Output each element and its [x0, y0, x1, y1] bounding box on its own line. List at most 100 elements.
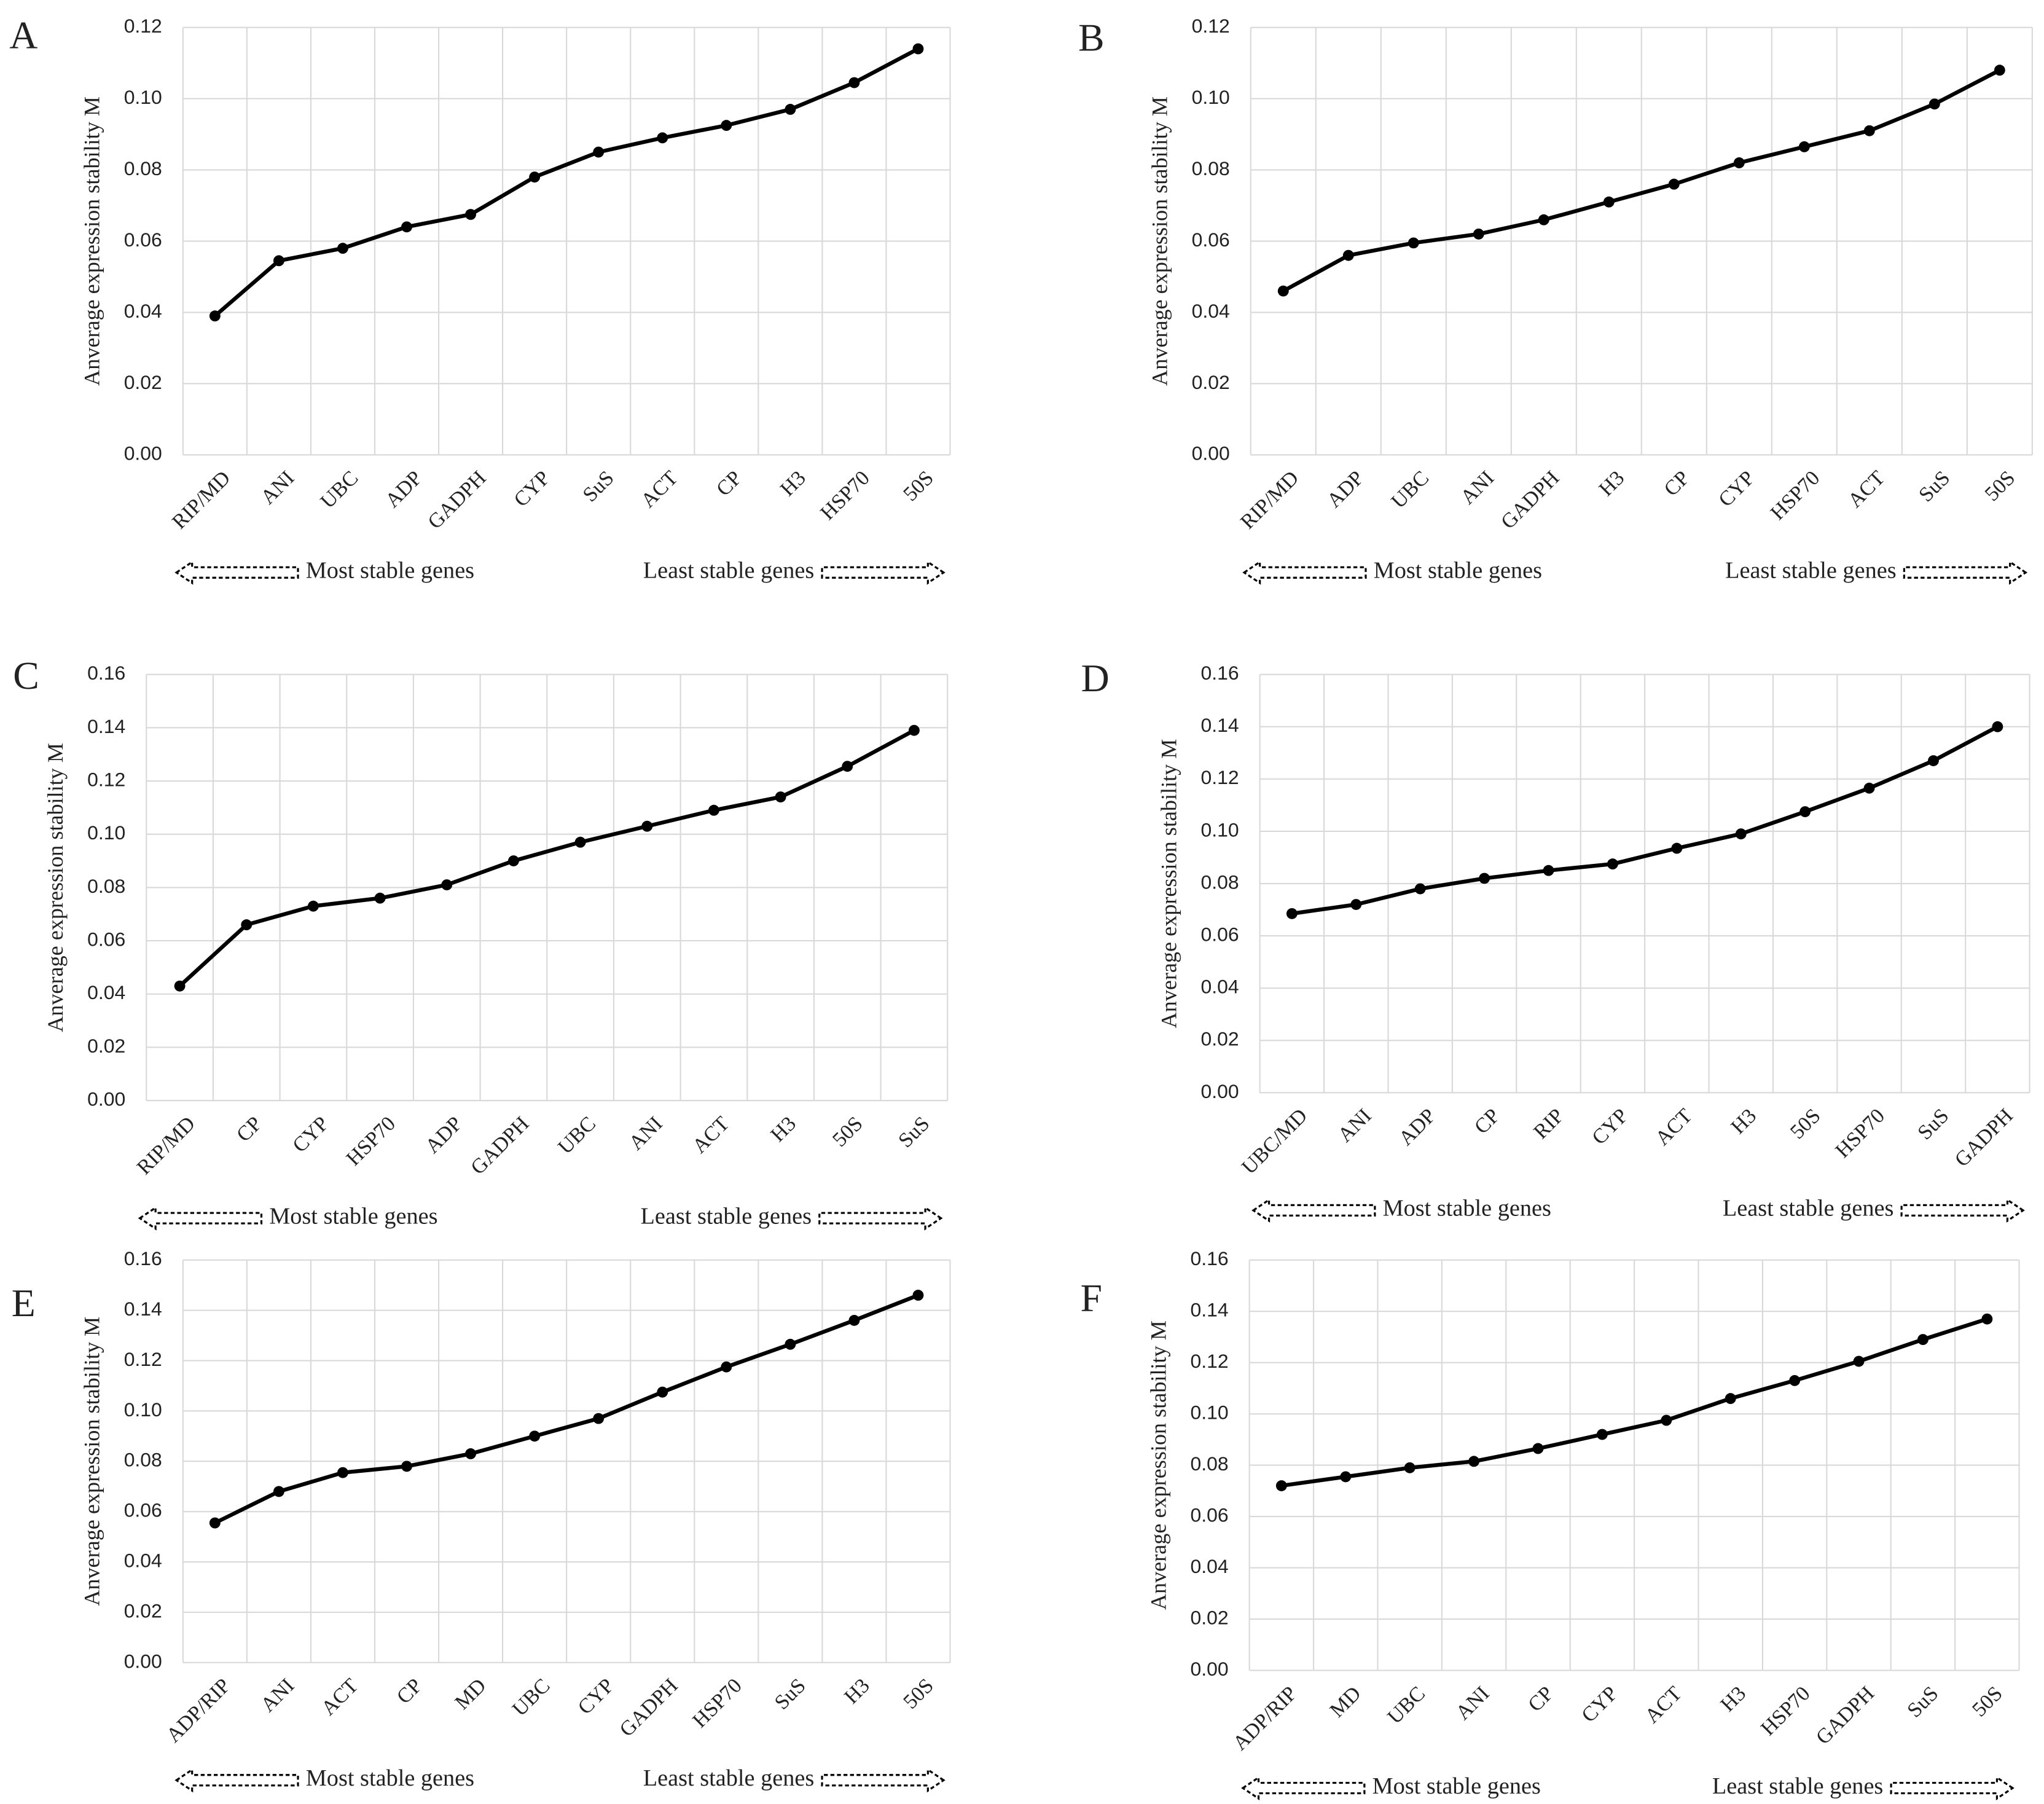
y-tick-label: 0.00 [1201, 1080, 1239, 1102]
y-tick-label: 0.10 [124, 1398, 162, 1421]
x-tick-label: CYP [574, 1674, 619, 1719]
arrow [821, 560, 946, 585]
point [1798, 141, 1810, 152]
y-tick-label: 0.04 [124, 1549, 162, 1571]
x-tick-label: HSP70 [1831, 1104, 1889, 1162]
y-tick-label: 0.08 [1201, 871, 1239, 893]
point [785, 104, 796, 115]
y-tick-label: 0.02 [124, 371, 162, 393]
y-axis-title: Anverage expression stability M [79, 96, 104, 386]
x-tick-label: ADP [421, 1112, 466, 1158]
point [1928, 755, 1939, 766]
x-tick-label: 50S [1981, 466, 2020, 506]
arrow [818, 1206, 943, 1231]
panel-label: E [12, 1281, 36, 1325]
y-tick-label: 0.00 [124, 442, 162, 465]
point [465, 1448, 477, 1459]
y-tick-label: 0.12 [124, 15, 162, 37]
point [1350, 899, 1362, 910]
point [1668, 178, 1680, 190]
y-tick-label: 0.00 [1192, 442, 1230, 465]
x-tick-label: CP [712, 466, 746, 501]
point [1596, 1429, 1608, 1440]
x-tick-label: ACT [688, 1112, 734, 1158]
annotation: Most stable genes [1374, 558, 1542, 584]
y-tick-label: 0.12 [124, 1348, 162, 1370]
y-tick-label: 0.14 [1191, 1299, 1229, 1321]
y-tick-label: 0.08 [124, 157, 162, 179]
point [785, 1338, 796, 1350]
x-tick-label: GADPH [1497, 466, 1564, 533]
line [213, 47, 919, 318]
y-tick-label: 0.04 [124, 300, 162, 322]
y-tick-label: 0.14 [1201, 714, 1239, 736]
annotation: Most stable genes [306, 1765, 474, 1791]
x-tick-label: CP [1660, 466, 1694, 501]
point [1275, 1480, 1287, 1491]
point [574, 836, 586, 848]
x-tick-label: GADPH [1951, 1104, 2018, 1171]
x-tick-label: UBC/MD [1237, 1104, 1312, 1178]
point [1277, 285, 1289, 297]
arrow [1900, 1198, 2025, 1223]
y-axis-title: Anverage expression stability M [79, 1317, 104, 1606]
point [1468, 1456, 1480, 1467]
panel-label: C [13, 654, 39, 697]
annotation: Least stable genes [1712, 1773, 1884, 1799]
x-tick-label: H3 [840, 1674, 874, 1709]
y-tick-label: 0.12 [1201, 766, 1239, 788]
x-tick-label: 50S [899, 1674, 938, 1714]
y-tick-label: 0.04 [87, 981, 125, 1003]
y-tick-label: 0.10 [1192, 86, 1230, 108]
panel-label: F [1081, 1276, 1102, 1319]
point [657, 1386, 668, 1398]
x-tick-label: H3 [1595, 466, 1629, 501]
x-tick-label: MD [1326, 1682, 1366, 1722]
point [307, 900, 319, 912]
y-tick-label: 0.00 [124, 1650, 162, 1672]
x-tick-label: SuS [770, 1674, 810, 1714]
x-tick-label: GADPH [466, 1112, 533, 1179]
point [1543, 865, 1554, 876]
x-tick-label: 50S [1968, 1682, 2007, 1722]
point [1408, 237, 1419, 249]
point [721, 120, 732, 131]
y-tick-label: 0.10 [1201, 818, 1239, 841]
y-tick-label: 0.02 [124, 1599, 162, 1622]
x-tick-label: SuS [1903, 1682, 1943, 1722]
x-tick-label: MD [451, 1674, 491, 1714]
y-axis-title: Anverage expression stability M [1146, 1320, 1170, 1610]
point [1917, 1334, 1928, 1345]
point [1725, 1393, 1736, 1405]
x-tick-label: UBC [1387, 466, 1434, 513]
point [1789, 1375, 1801, 1386]
point [641, 820, 653, 832]
point [374, 892, 386, 904]
y-tick-label: 0.06 [1201, 924, 1239, 946]
x-tick-label: RIP/MD [168, 466, 235, 533]
point [908, 724, 920, 736]
point [593, 1413, 605, 1424]
point [1863, 782, 1875, 794]
x-tick-label: ACT [1640, 1682, 1686, 1728]
x-tick-label: CP [393, 1674, 427, 1709]
point [529, 1430, 541, 1442]
point [507, 855, 519, 866]
point [912, 1290, 924, 1301]
annotation: Least stable genes [643, 1765, 815, 1791]
point [209, 1517, 221, 1529]
x-tick-label: HSP70 [1766, 466, 1824, 524]
x-tick-label: HSP70 [342, 1112, 400, 1170]
point [174, 980, 186, 992]
y-tick-label: 0.08 [1192, 157, 1230, 179]
annotation: Least stable genes [641, 1203, 812, 1229]
point [1733, 157, 1745, 168]
x-tick-label: SuS [1913, 1104, 1953, 1144]
line [1291, 724, 1999, 916]
x-tick-label: ANI [1456, 466, 1498, 509]
point [1735, 828, 1747, 840]
point [842, 761, 853, 772]
y-tick-label: 0.04 [1191, 1555, 1229, 1577]
point [1532, 1443, 1544, 1454]
